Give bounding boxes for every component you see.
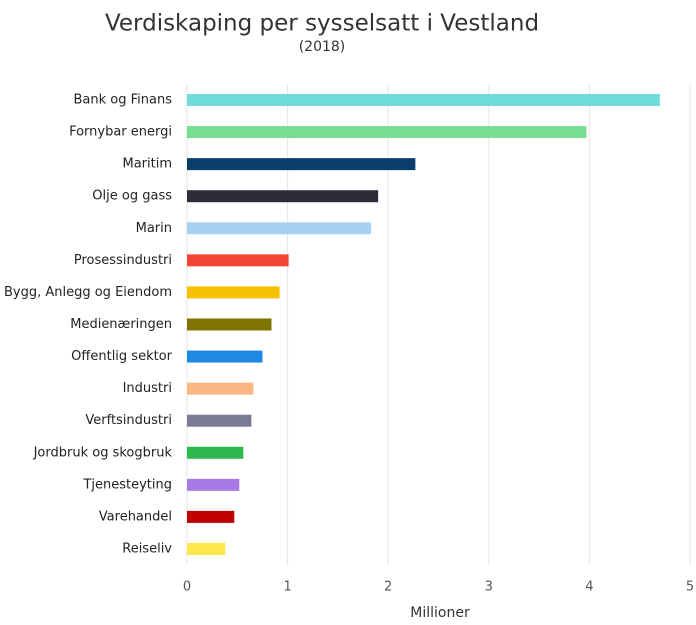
bar <box>187 510 235 523</box>
y-tick-label: Industri <box>123 381 172 396</box>
x-tick-label: 3 <box>485 580 493 595</box>
bar <box>187 158 416 171</box>
y-tick-label: Reiseliv <box>122 541 172 556</box>
y-tick-label: Medienæringen <box>70 317 172 332</box>
y-tick-label: Prosessindustri <box>74 253 172 268</box>
bar <box>187 478 240 491</box>
bar <box>187 254 289 267</box>
x-tick-label: 2 <box>384 580 392 595</box>
bar <box>187 350 263 363</box>
chart-subtitle: (2018) <box>299 39 346 55</box>
x-tick-label: 4 <box>585 580 593 595</box>
bar <box>187 542 226 555</box>
bar <box>187 222 372 235</box>
bar <box>187 414 252 427</box>
y-tick-label: Marin <box>136 221 172 236</box>
y-tick-label: Verftsindustri <box>85 413 172 428</box>
x-tick-label: 1 <box>283 580 291 595</box>
y-tick-label: Bygg, Anlegg og Eiendom <box>4 285 172 300</box>
y-tick-label: Jordbruk og skogbruk <box>33 445 173 460</box>
chart-title: Verdiskaping per sysselsatt i Vestland <box>105 11 539 37</box>
bar <box>187 286 280 299</box>
bar <box>187 126 587 139</box>
y-tick-label: Fornybar energi <box>69 125 172 140</box>
x-tick-label: 0 <box>183 580 191 595</box>
y-tick-label: Olje og gass <box>92 189 172 204</box>
bar <box>187 318 272 331</box>
y-tick-label: Varehandel <box>99 509 172 524</box>
y-tick-label: Offentlig sektor <box>71 349 172 364</box>
bar <box>187 382 254 395</box>
x-axis-label: Millioner <box>410 605 470 621</box>
y-tick-label: Bank og Finans <box>74 93 173 108</box>
y-tick-label: Maritim <box>122 157 172 172</box>
bar <box>187 190 379 203</box>
bar <box>187 446 244 459</box>
x-tick-label: 5 <box>686 580 694 595</box>
y-tick-label: Tjenesteyting <box>82 477 172 492</box>
bar <box>187 94 660 106</box>
